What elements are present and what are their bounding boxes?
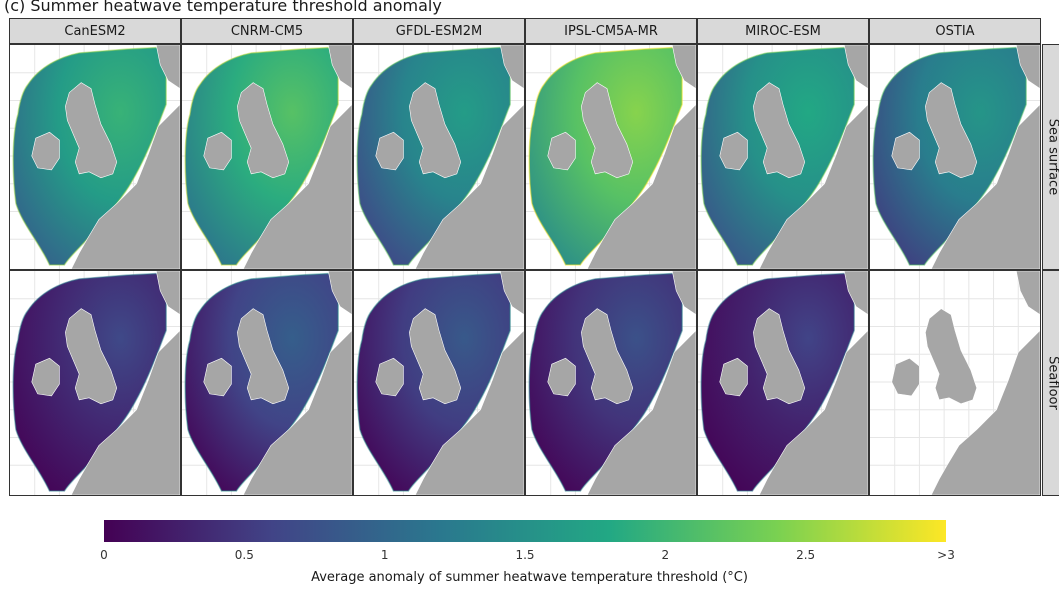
map-panel-seafloor-1 [181,270,353,496]
map-svg [10,45,180,269]
map-svg [10,271,180,495]
map-svg [526,271,696,495]
map-panel-surface-3 [525,44,697,270]
land-europe [586,104,696,269]
land-britain [925,82,978,179]
colorbar-tick-label: 1 [380,548,389,562]
map-panel-surface-1 [181,44,353,270]
map-panel-seafloor-2 [353,270,525,496]
land-norway [843,45,868,89]
column-strip-0: CanESM2 [9,18,181,44]
land-ireland [375,131,404,171]
row-strip-1: Seafloor [1042,270,1059,496]
colorbar-tick-label: 2.5 [796,548,816,562]
land-ireland [203,357,232,397]
map-panel-surface-2 [353,44,525,270]
map-panel-surface-0 [9,44,181,270]
land-ireland [891,131,920,171]
land-europe [758,330,868,495]
land-norway [1015,45,1040,89]
map-panel-seafloor-0 [9,270,181,496]
land-norway [327,271,352,315]
land-norway [671,45,696,89]
land-europe [242,104,352,269]
map-svg [870,271,1040,495]
row-strip-0: Sea surface [1042,44,1059,270]
land-britain [409,308,462,405]
facet-grid: CanESM2 CNRM-CM5 GFDL-ESM2M IPSL-CM5A-MR MIR… [9,18,1059,496]
colorbar-tick-label: >3 [937,548,955,562]
colorbar-tick-label: 1.5 [515,548,535,562]
row-strip-label: Sea surface [1045,118,1059,196]
land-ireland [719,357,748,397]
column-strip-3: IPSL-CM5A-MR [525,18,697,44]
land-europe [242,330,352,495]
land-ireland [203,131,232,171]
map-svg [182,271,352,495]
map-svg [870,45,1040,269]
land-norway [499,271,524,315]
land-norway [499,45,524,89]
column-strip-1: CNRM-CM5 [181,18,353,44]
land-britain [581,308,634,405]
column-strip-2: GFDL-ESM2M [353,18,525,44]
map-panel-seafloor-4 [697,270,869,496]
land-britain [753,308,806,405]
colorbar-tick-label: 2 [661,548,670,562]
land-britain [409,82,462,179]
map-svg [182,45,352,269]
land-ireland [31,131,60,171]
land-norway [671,271,696,315]
map-panel-seafloor-3 [525,270,697,496]
figure-title: (c) Summer heatwave temperature threshol… [4,0,442,15]
land-norway [327,45,352,89]
land-ireland [31,357,60,397]
map-svg [354,271,524,495]
land-britain [65,82,118,179]
colorbar-tick-label: 0 [100,548,108,562]
land-norway [155,271,180,315]
land-ireland [891,357,920,397]
land-ireland [719,131,748,171]
land-europe [758,104,868,269]
land-britain [753,82,806,179]
land-ireland [547,357,576,397]
row-strip-label: Seafloor [1045,356,1059,410]
land-britain [65,308,118,405]
land-britain [237,82,290,179]
land-europe [930,330,1040,495]
map-svg [698,271,868,495]
map-panel-surface-4 [697,44,869,270]
map-svg [698,45,868,269]
land-ireland [375,357,404,397]
map-panel-seafloor-5 [869,270,1041,496]
land-europe [70,104,180,269]
land-ireland [547,131,576,171]
land-britain [237,308,290,405]
map-svg [354,45,524,269]
land-europe [414,104,524,269]
column-strip-4: MIROC-ESM [697,18,869,44]
land-britain [581,82,634,179]
land-norway [155,45,180,89]
land-britain [925,308,978,405]
colorbar [104,520,946,542]
land-europe [70,330,180,495]
map-svg [526,45,696,269]
land-norway [1015,271,1040,315]
land-europe [414,330,524,495]
colorbar-label: Average anomaly of summer heatwave tempe… [311,570,748,585]
land-norway [843,271,868,315]
land-europe [930,104,1040,269]
map-panel-surface-5 [869,44,1041,270]
column-strip-5: OSTIA [869,18,1041,44]
colorbar-tick-label: 0.5 [234,548,254,562]
land-europe [586,330,696,495]
